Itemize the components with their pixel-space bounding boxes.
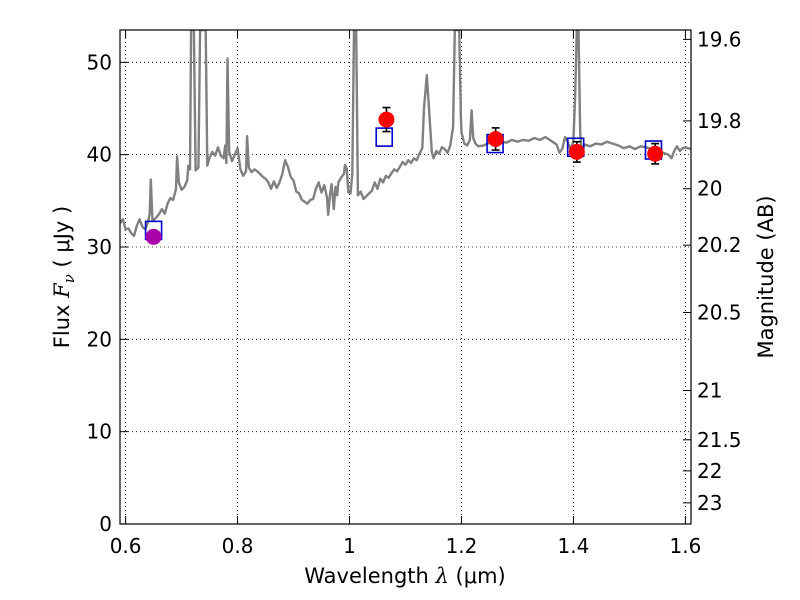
y-tick-label: 50 — [87, 50, 112, 74]
y2-tick-label: 23 — [697, 491, 722, 515]
y2-tick-label: 20 — [697, 177, 722, 201]
observed-photometry-point — [647, 145, 664, 162]
y2-axis-label: Magnitude (AB) — [754, 195, 778, 358]
y2-tick-label: 19.8 — [697, 109, 742, 133]
y2-tick-label: 20.2 — [697, 233, 742, 257]
y-axis-label: Flux Fν ( μJy ) — [50, 206, 78, 348]
y-tick-label: 30 — [87, 235, 112, 259]
x-tick-label: 1.4 — [558, 534, 590, 558]
observed-photometry-point — [568, 143, 585, 160]
x-tick-label: 0.8 — [222, 534, 254, 558]
y2-tick-label: 19.6 — [697, 27, 742, 51]
model-photometry-square — [375, 127, 394, 147]
y2-tick-label: 21.5 — [697, 428, 742, 452]
y2-tick-label: 22 — [697, 459, 722, 483]
spectrum-layer — [120, 30, 691, 238]
ticks: 0.6 0.8 1 1.2 1.4 1.6 0 10 20 30 40 50 19.6 19.8 20 20.… — [87, 27, 742, 558]
observed-photometry-layer — [145, 106, 664, 245]
y-tick-label: 40 — [87, 143, 112, 167]
observed-photometry-point — [487, 130, 504, 147]
y2-tick-label: 21 — [697, 379, 722, 403]
x-axis-label: Wavelength λ (μm) — [304, 564, 505, 588]
plot-background — [120, 30, 691, 524]
y2-tick-label: 20.5 — [697, 300, 742, 324]
y-tick-label: 10 — [87, 420, 112, 444]
observed-photometry-point — [145, 228, 162, 245]
observed-photometry-point — [378, 111, 395, 128]
y-tick-label: 20 — [87, 327, 112, 351]
x-tick-label: 1.2 — [446, 534, 478, 558]
spectrum-line — [120, 30, 691, 238]
plot-frame — [119, 29, 692, 525]
x-tick-label: 1 — [343, 534, 356, 558]
x-tick-label: 1.6 — [669, 534, 701, 558]
y-tick-label: 0 — [99, 512, 112, 536]
x-tick-label: 0.6 — [110, 534, 142, 558]
